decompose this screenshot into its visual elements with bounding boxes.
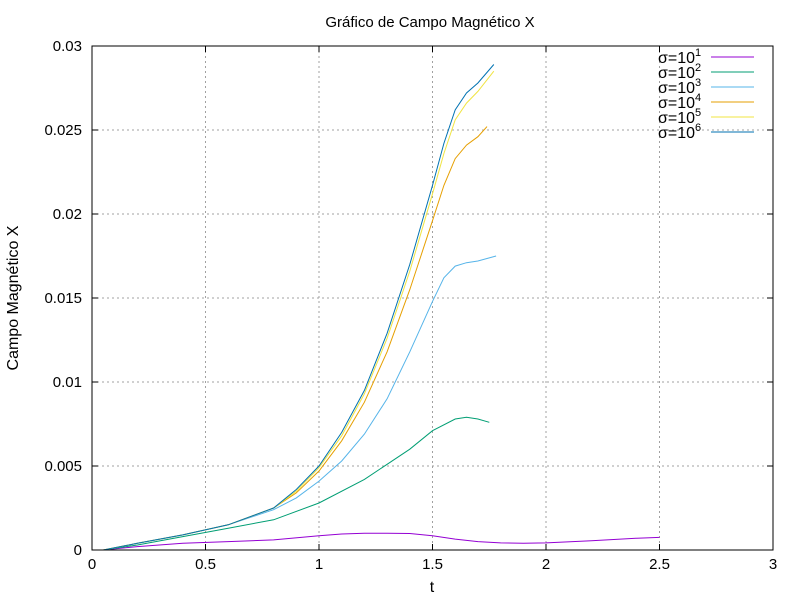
x-tick-label: 3 [769,556,777,573]
x-tick-label: 1.5 [422,556,443,573]
legend-label: σ=102 [658,62,701,82]
series-layer [103,64,660,551]
x-tick-label: 2.5 [649,556,670,573]
x-tick-label: 0 [88,556,96,573]
y-tick-label: 0.005 [44,458,82,475]
legend-label-exponent: 5 [695,107,701,119]
legend-label-base: σ=10 [658,80,695,97]
legend-label-exponent: 6 [695,122,701,134]
y-tick-label: 0.03 [53,38,82,55]
y-axis-label: Campo Magnético X [5,225,22,370]
series-line-sigma-10-1 [103,532,660,551]
legend-label-base: σ=10 [658,95,695,112]
legend-label: σ=101 [658,47,701,67]
legend-label: σ=103 [658,77,701,97]
legend-label-exponent: 1 [695,47,701,59]
y-tick-label: 0.025 [44,122,82,139]
legend-label-exponent: 2 [695,62,701,74]
legend-label-exponent: 4 [695,92,701,104]
legend-label: σ=104 [658,92,701,112]
legend-label: σ=105 [658,107,701,127]
legend-label: σ=106 [658,122,701,142]
legend-label-base: σ=10 [658,110,695,127]
x-tick-label: 2 [542,556,550,573]
legend-label-base: σ=10 [658,50,695,67]
legend-label-base: σ=10 [658,65,695,82]
series-line-sigma-10-6 [103,64,495,551]
ticks: 0 0.5 1 1.5 2 2.5 3 0 0.005 0.01 0.015 0.02 0.025 0.0… [44,38,777,573]
y-tick-label: 0 [74,542,82,559]
y-tick-label: 0.02 [53,206,82,223]
x-axis-label: t [430,579,435,596]
series-line-sigma-10-2 [103,416,490,551]
y-tick-label: 0.015 [44,290,82,307]
x-tick-label: 1 [315,556,323,573]
legend-label-exponent: 3 [695,77,701,89]
chart-title: Gráfico de Campo Magnético X [325,14,534,31]
x-tick-label: 0.5 [195,556,216,573]
y-tick-label: 0.01 [53,374,82,391]
legend-label-base: σ=10 [658,125,695,142]
